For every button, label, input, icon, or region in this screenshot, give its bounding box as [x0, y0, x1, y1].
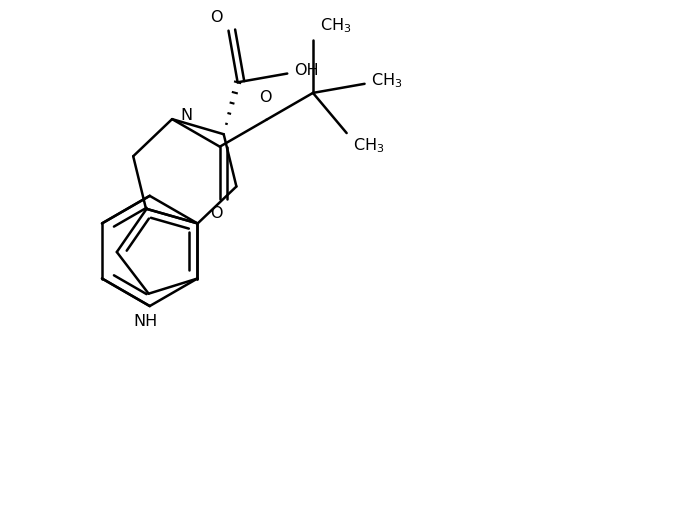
- Text: O: O: [210, 10, 223, 25]
- Text: O: O: [259, 90, 271, 105]
- Text: OH: OH: [294, 63, 319, 77]
- Text: O: O: [210, 206, 223, 221]
- Text: CH$_3$: CH$_3$: [319, 17, 351, 35]
- Text: CH$_3$: CH$_3$: [371, 71, 403, 90]
- Text: CH$_3$: CH$_3$: [354, 136, 385, 155]
- Text: N: N: [180, 108, 192, 123]
- Text: NH: NH: [133, 314, 157, 329]
